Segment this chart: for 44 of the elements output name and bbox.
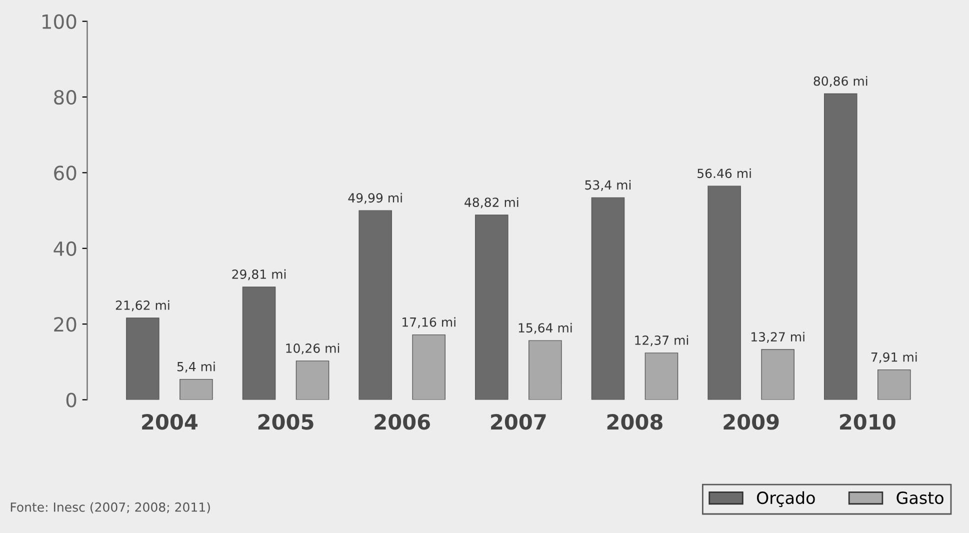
data-label: 29,81 mi [232, 269, 286, 280]
y-tick-label: 40 [54, 241, 76, 256]
bar [644, 352, 678, 400]
y-tick-label: 60 [54, 166, 76, 180]
data-label: 12,37 mi [635, 335, 688, 346]
data-label: 49,99 mi [348, 192, 402, 204]
x-tick-label: 2004 [142, 414, 198, 430]
bar [824, 93, 858, 400]
legend-label: Orçado [756, 491, 815, 508]
bar [475, 214, 508, 400]
bar [878, 369, 911, 400]
data-label: 10,26 mi [286, 343, 340, 354]
x-tick-label: 2006 [374, 414, 430, 430]
bar [528, 340, 562, 400]
y-tick-label: 20 [54, 317, 76, 332]
bar [242, 286, 276, 400]
bar [126, 318, 160, 400]
legend-label: Gasto [896, 492, 944, 504]
data-label: 53,4 mi [585, 180, 631, 191]
data-label: 21,62 mi [116, 300, 170, 312]
data-label: 5,4 mi [177, 362, 215, 373]
source-note: Fonte: Inesc (2007; 2008; 2011) [10, 502, 210, 514]
data-label: 17,16 mi [402, 317, 456, 328]
bar [708, 186, 741, 400]
x-tick-label: 2010 [840, 414, 896, 430]
x-tick-label: 2005 [258, 414, 314, 430]
bar [591, 197, 625, 400]
bar [180, 378, 213, 400]
data-label: 80,86 mi [814, 76, 868, 88]
data-label: 13,27 mi [751, 332, 804, 343]
bar [761, 349, 794, 400]
data-label: 56.46 mi [698, 168, 751, 178]
bar [296, 360, 330, 400]
x-tick-label: 2009 [724, 414, 779, 430]
y-tick-label: 100 [42, 14, 76, 29]
y-tick-label: 80 [54, 90, 76, 105]
data-label: 15,64 mi [518, 322, 572, 334]
bar [358, 210, 392, 400]
data-label: 48,82 mi [464, 197, 518, 208]
bar [412, 334, 446, 400]
data-label: 7,91 mi [871, 352, 917, 364]
x-tick-label: 2007 [491, 414, 546, 430]
x-tick-label: 2008 [607, 414, 662, 430]
y-tick-label: 0 [66, 392, 76, 408]
